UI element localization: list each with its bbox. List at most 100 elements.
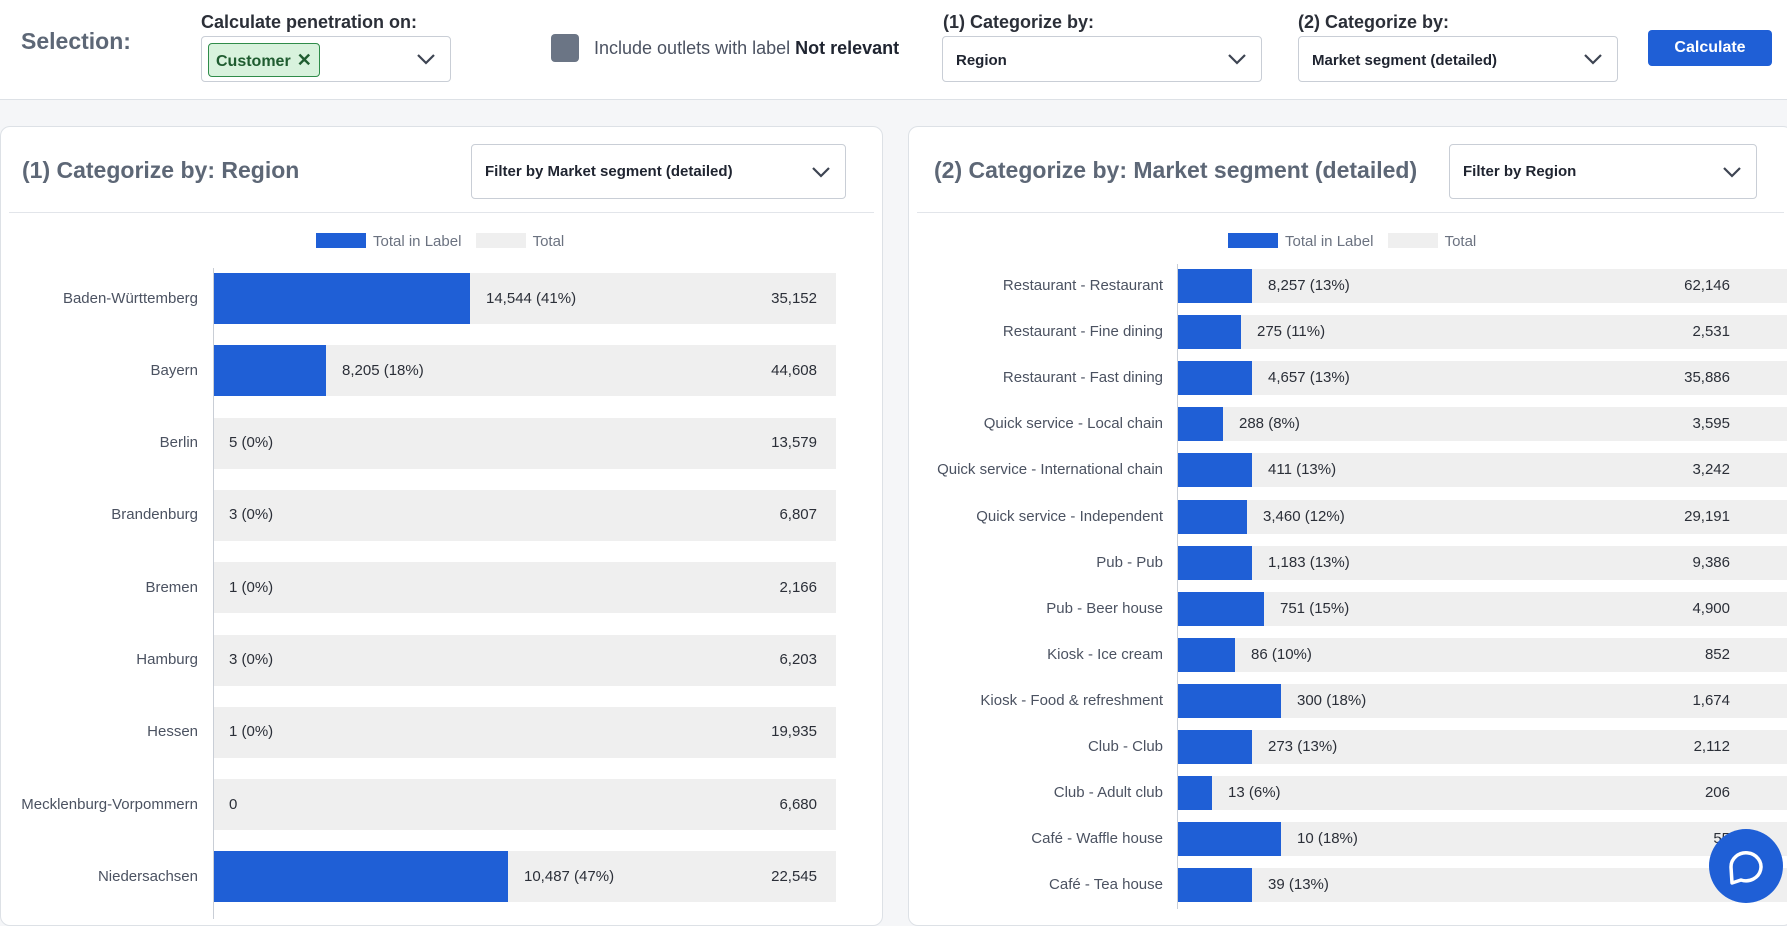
total-bar[interactable]: [1177, 361, 1787, 396]
label-bar[interactable]: [1177, 499, 1247, 534]
total-bar[interactable]: [1177, 776, 1787, 811]
total-bar[interactable]: [213, 779, 836, 831]
chevron-down-icon[interactable]: [416, 52, 436, 66]
category-label: Hessen: [147, 723, 198, 741]
legend-item-total: Total: [1387, 233, 1476, 250]
filter-region-dropdown[interactable]: Filter by Region: [1449, 144, 1757, 199]
total-bar[interactable]: [213, 489, 836, 541]
value-label: 273 (13%): [1268, 738, 1338, 755]
label-bar[interactable]: [213, 345, 326, 397]
cat1-dropdown[interactable]: Region: [942, 36, 1262, 82]
label-bar[interactable]: [1177, 453, 1252, 488]
label-bar[interactable]: [1177, 269, 1252, 303]
category-label: Niedersachsen: [97, 867, 198, 885]
label-bar[interactable]: [1177, 591, 1264, 626]
cat2-value: Market segment (detailed): [1312, 52, 1498, 69]
legend-swatch-total: [475, 233, 526, 248]
total-label: 206: [1704, 784, 1730, 802]
label-bar[interactable]: [213, 851, 508, 903]
remove-chip-icon[interactable]: ✕: [296, 50, 312, 70]
label-bar[interactable]: [1177, 683, 1281, 718]
value-label: 14,544 (41%): [486, 289, 577, 307]
label-bar[interactable]: [1177, 545, 1252, 580]
legend-swatch-label: [316, 233, 366, 248]
total-label: 62,146: [1684, 277, 1730, 294]
value-label: 1 (0%): [229, 578, 274, 596]
total-bar[interactable]: [1177, 591, 1787, 626]
value-label: 10,487 (47%): [524, 867, 615, 885]
label-bar[interactable]: [213, 273, 470, 324]
total-bar[interactable]: [1177, 407, 1787, 442]
total-label: 4,900: [1692, 599, 1730, 617]
total-bar[interactable]: [213, 345, 836, 397]
total-label: 2,531: [1692, 323, 1730, 341]
total-bar[interactable]: [1177, 730, 1787, 764]
cat2-dropdown[interactable]: Market segment (detailed): [1298, 36, 1618, 82]
value-label: 3 (0%): [229, 651, 274, 668]
value-label: 8,257 (13%): [1268, 277, 1350, 294]
total-bar[interactable]: [1177, 453, 1787, 488]
label-bar[interactable]: [1177, 361, 1252, 396]
category-label: Pub - Beer house: [1046, 599, 1163, 617]
customer-chip[interactable]: Customer ✕: [208, 43, 320, 77]
value-label: 3,460 (12%): [1263, 507, 1345, 525]
total-label: 3,595: [1692, 415, 1730, 433]
divider: [9, 212, 874, 213]
total-bar[interactable]: [213, 273, 836, 324]
total-bar[interactable]: [1177, 637, 1787, 672]
chevron-down-icon[interactable]: [1722, 165, 1742, 179]
y-axis-line: [213, 268, 214, 919]
total-bar[interactable]: [1177, 545, 1787, 580]
total-bar[interactable]: [213, 851, 836, 903]
total-label: 3,242: [1692, 461, 1730, 479]
chevron-down-icon[interactable]: [811, 165, 831, 179]
help-chat-button[interactable]: [1709, 829, 1783, 903]
label-bar[interactable]: [1177, 637, 1235, 672]
label-bar[interactable]: [1177, 776, 1212, 811]
label-bar[interactable]: [1177, 822, 1281, 857]
total-bar[interactable]: [1177, 868, 1787, 903]
include-not-relevant-checkbox[interactable]: [551, 34, 579, 62]
filter-market-segment-dropdown[interactable]: Filter by Market segment (detailed): [471, 144, 846, 199]
value-label: 3 (0%): [229, 506, 274, 524]
value-label: 4,657 (13%): [1268, 369, 1350, 387]
penetration-dropdown[interactable]: Customer ✕: [201, 36, 451, 82]
cat1-label: (1) Categorize by:: [943, 12, 1095, 32]
total-bar[interactable]: [213, 706, 836, 758]
legend-item-label: Total in Label: [1228, 233, 1373, 250]
total-bar[interactable]: [213, 634, 836, 686]
value-label: 288 (8%): [1239, 415, 1300, 433]
total-label: 13,579: [771, 434, 817, 452]
total-label: 9,386: [1692, 553, 1730, 571]
label-bar[interactable]: [1177, 730, 1252, 764]
calculate-button[interactable]: Calculate: [1648, 30, 1772, 66]
total-bar[interactable]: [1177, 822, 1787, 857]
total-label: 852: [1704, 645, 1730, 663]
category-label: Club - Adult club: [1053, 784, 1163, 802]
value-label: 39 (13%): [1268, 876, 1329, 894]
value-label: 1 (0%): [229, 723, 274, 741]
chevron-down-icon[interactable]: [1583, 52, 1603, 66]
total-bar[interactable]: [1177, 683, 1787, 718]
total-bar[interactable]: [213, 562, 836, 614]
total-bar[interactable]: [1177, 499, 1787, 534]
total-label: 6,807: [779, 506, 817, 524]
value-label: 411 (13%): [1268, 461, 1337, 479]
label-bar[interactable]: [1177, 868, 1252, 903]
value-label: 1,183 (13%): [1268, 553, 1350, 571]
include-label-prefix: Include outlets with label: [594, 38, 796, 58]
category-label: Mecklenburg-Vorpommern: [21, 795, 198, 813]
legend-item-label: Total in Label: [316, 233, 461, 250]
category-label: Restaurant - Restaurant: [1002, 277, 1163, 294]
selection-title: Selection:: [21, 28, 131, 54]
legend-text-label: Total in Label: [1285, 233, 1374, 250]
total-bar[interactable]: [1177, 269, 1787, 303]
filter-value: Filter by Market segment (detailed): [485, 163, 733, 180]
label-bar[interactable]: [1177, 407, 1223, 442]
label-bar[interactable]: [1177, 315, 1241, 350]
chevron-down-icon[interactable]: [1227, 52, 1247, 66]
total-bar[interactable]: [1177, 315, 1787, 350]
total-bar[interactable]: [213, 417, 836, 469]
category-label: Baden-Württemberg: [62, 289, 198, 307]
value-label: 86 (10%): [1251, 645, 1312, 663]
